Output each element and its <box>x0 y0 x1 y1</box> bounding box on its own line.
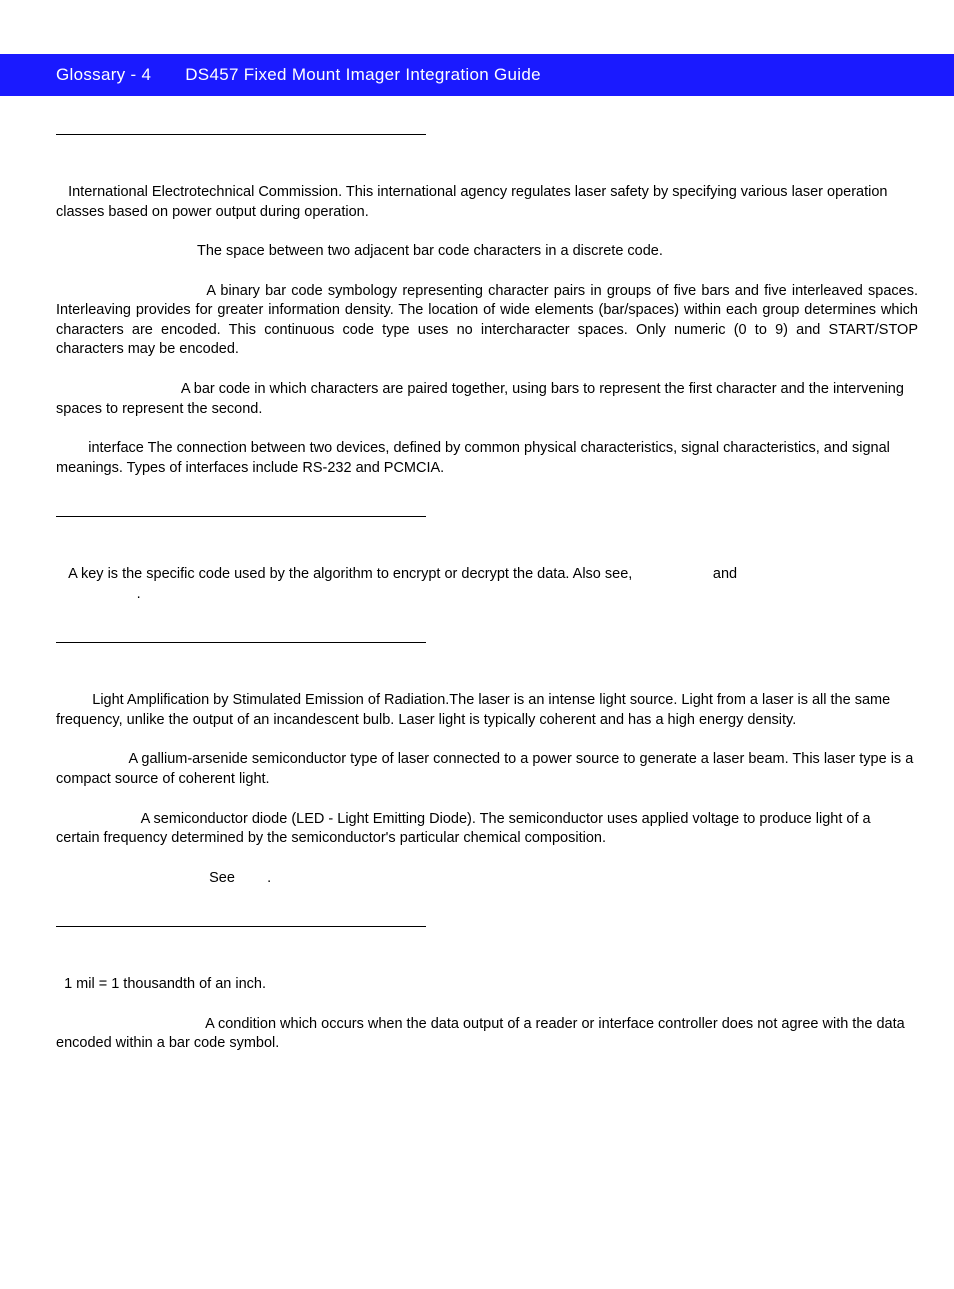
glossary-entry-led-see: See . <box>56 869 918 889</box>
page-content: International Electrotechnical Commissio… <box>0 134 954 1054</box>
page-header: Glossary - 4 DS457 Fixed Mount Imager In… <box>0 54 954 96</box>
entry-text: A gallium-arsenide semiconductor type of… <box>56 751 913 787</box>
entry-text: The space between two adjacent bar code … <box>197 243 663 259</box>
header-title: DS457 Fixed Mount Imager Integration Gui… <box>185 64 541 87</box>
glossary-entry-interleaved-barcode: A bar code in which characters are paire… <box>56 380 918 419</box>
entry-text: interface The connection between two dev… <box>56 440 890 476</box>
entry-text: A bar code in which characters are paire… <box>56 381 904 417</box>
section-divider-k <box>56 516 426 517</box>
glossary-entry-laser-diode: A gallium-arsenide semiconductor type of… <box>56 750 918 789</box>
glossary-entry-intercharacter-gap: The space between two adjacent bar code … <box>56 242 918 262</box>
entry-text-see-post: . <box>267 870 271 886</box>
glossary-entry-laser: Light Amplification by Stimulated Emissi… <box>56 691 918 730</box>
header-page-label: Glossary - 4 <box>56 64 151 87</box>
entry-text: A binary bar code symbology representing… <box>56 283 918 358</box>
glossary-entry-led: A semiconductor diode (LED - Light Emitt… <box>56 810 918 849</box>
glossary-entry-iec: International Electrotechnical Commissio… <box>56 183 918 222</box>
entry-text: Light Amplification by Stimulated Emissi… <box>56 692 890 728</box>
glossary-entry-key: A key is the specific code used by the a… <box>56 565 918 604</box>
section-divider-l <box>56 642 426 643</box>
entry-text: 1 mil = 1 thousandth of an inch. <box>64 976 266 992</box>
section-divider-m <box>56 926 426 927</box>
entry-text: A condition which occurs when the data o… <box>56 1016 905 1052</box>
glossary-entry-interface: interface The connection between two dev… <box>56 439 918 478</box>
section-divider-i <box>56 134 426 135</box>
glossary-entry-interleaved-2of5: A binary bar code symbology representing… <box>56 282 918 360</box>
entry-text-see: See <box>209 870 235 886</box>
entry-text-post: . <box>137 586 141 602</box>
entry-text: International Electrotechnical Commissio… <box>56 184 888 220</box>
entry-text-mid: and <box>713 566 737 582</box>
entry-text: A semiconductor diode (LED - Light Emitt… <box>56 811 871 847</box>
glossary-entry-misread: A condition which occurs when the data o… <box>56 1015 918 1054</box>
entry-text-pre: A key is the specific code used by the a… <box>68 566 632 582</box>
glossary-entry-mil: 1 mil = 1 thousandth of an inch. <box>56 975 918 995</box>
